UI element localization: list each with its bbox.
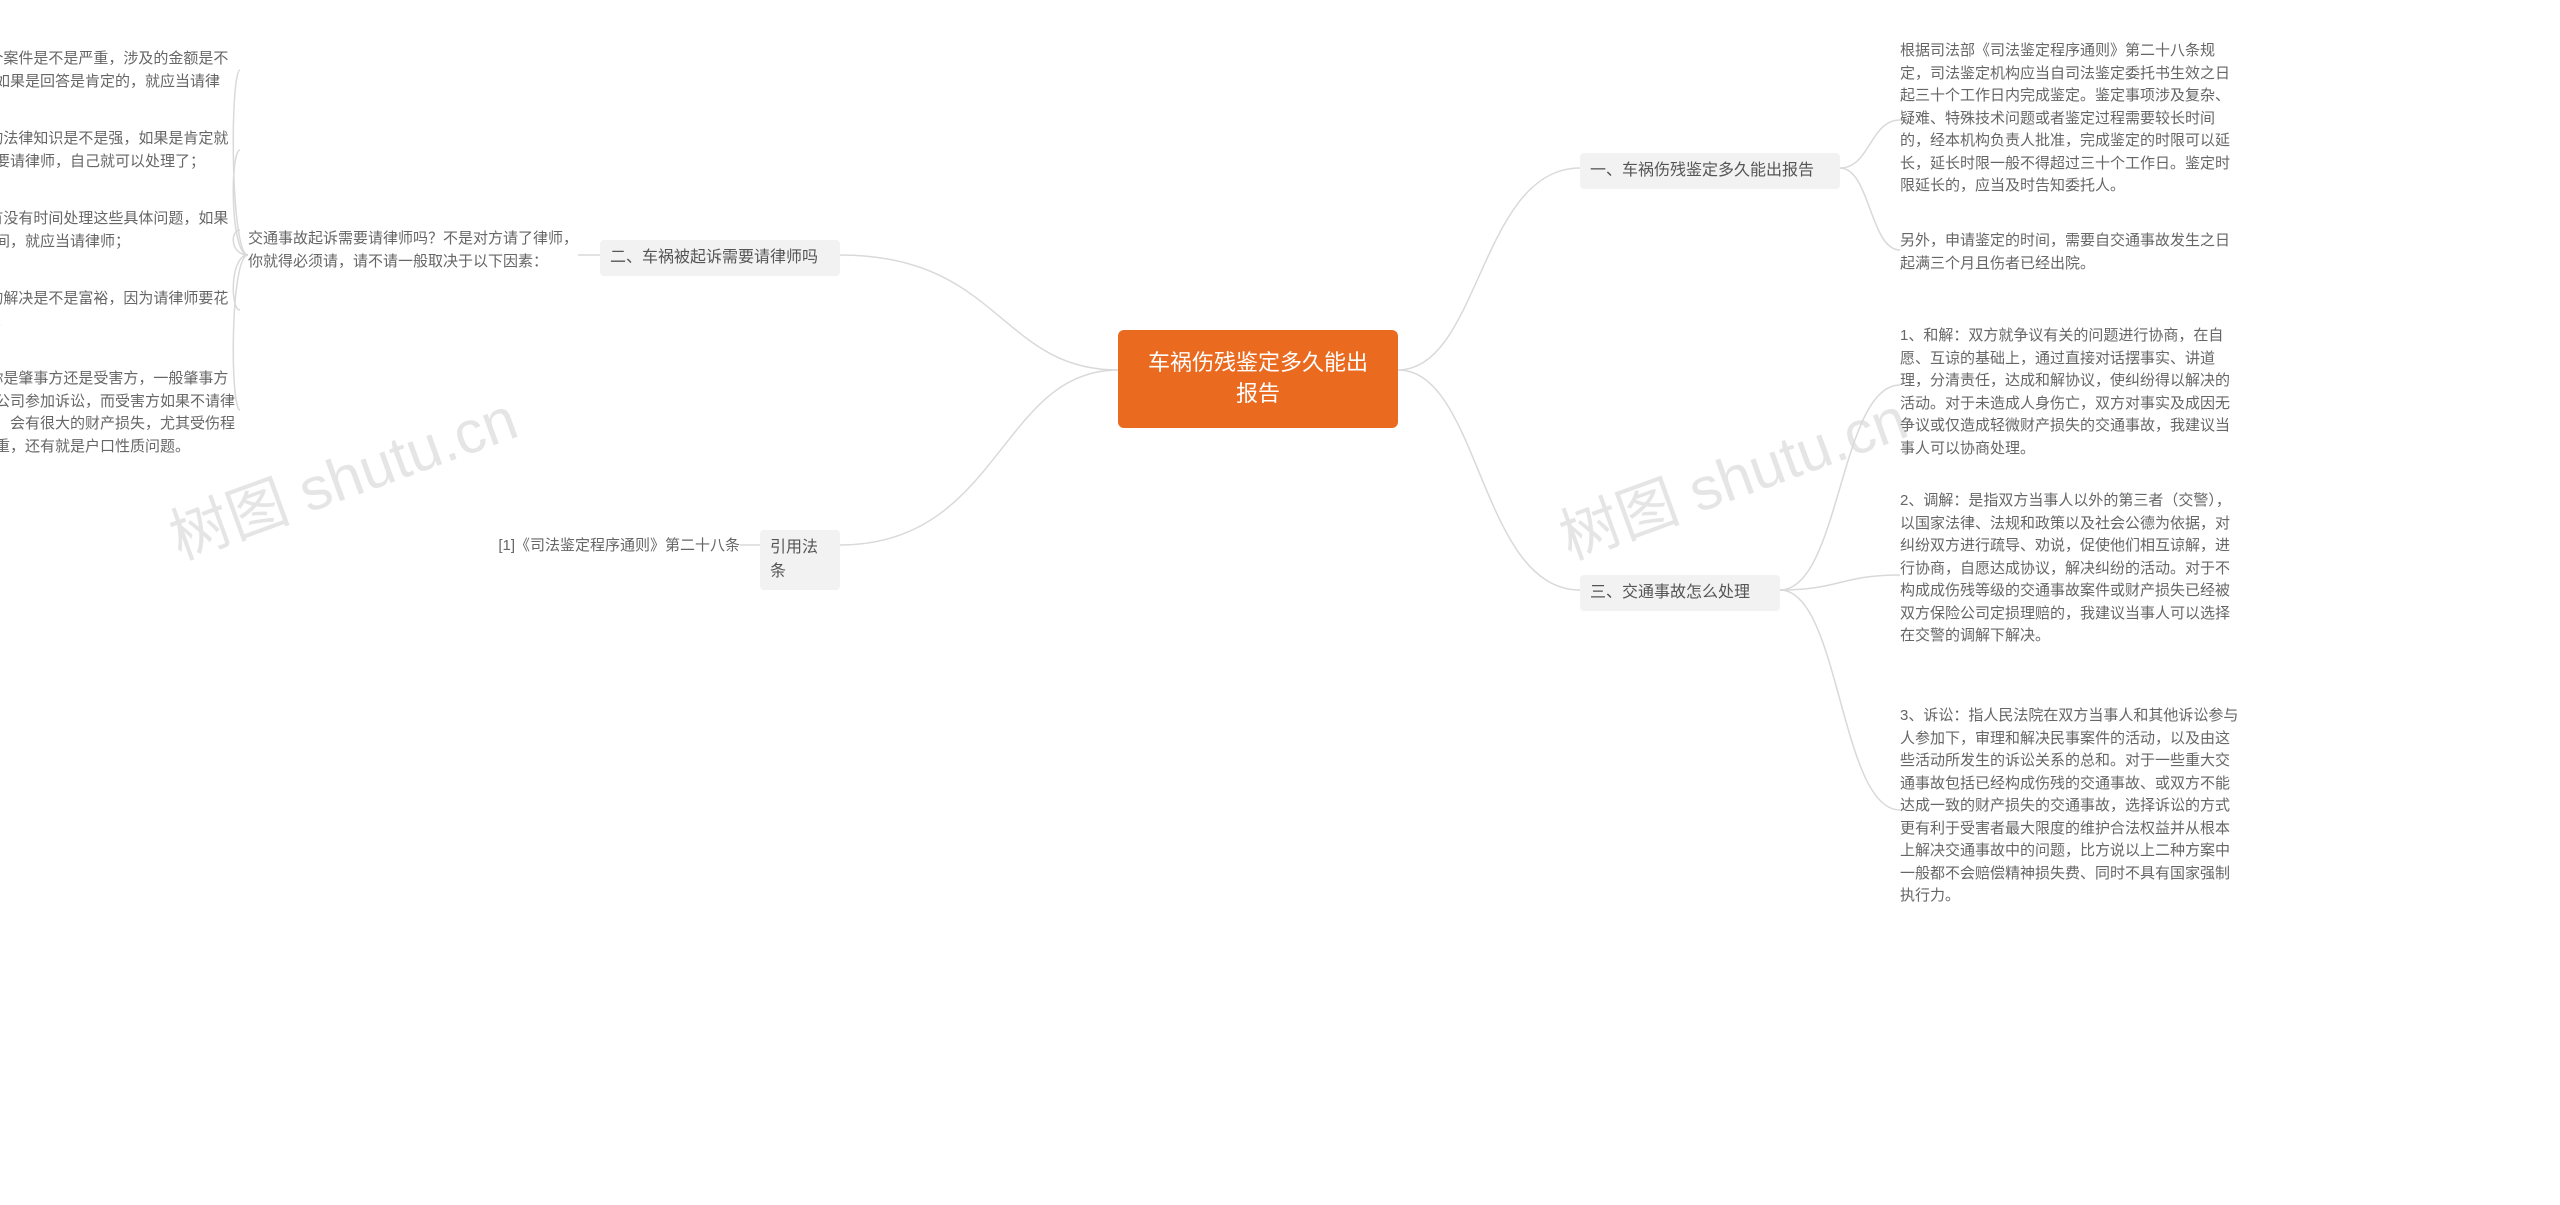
- leaf-r3a: 1、和解：双方就争议有关的问题进行协商，在自愿、互谅的基础上，通过直接对话摆事实…: [1900, 325, 2240, 460]
- leaf-l2d: 4、你的解决是不是富裕，因为请律师要花律师费；: [0, 288, 240, 333]
- leaf-r1b: 另外，申请鉴定的时间，需要自交通事故发生之日起满三个月且伤者已经出院。: [1900, 230, 2240, 275]
- cat-right-1[interactable]: 一、车祸伤残鉴定多久能出报告: [1580, 153, 1840, 189]
- leaf-r3b: 2、调解：是指双方当事人以外的第三者（交警），以国家法律、法规和政策以及社会公德…: [1900, 490, 2240, 648]
- cat-left-2[interactable]: 二、车祸被起诉需要请律师吗: [600, 240, 840, 276]
- center-node[interactable]: 车祸伤残鉴定多久能出报告: [1118, 330, 1398, 428]
- leaf-r3c: 3、诉讼：指人民法院在双方当事人和其他诉讼参与人参加下，审理和解决民事案件的活动…: [1900, 705, 2240, 908]
- cat-right-3[interactable]: 三、交通事故怎么处理: [1580, 575, 1780, 611]
- cat-left-2-label: 二、车祸被起诉需要请律师吗: [610, 249, 818, 266]
- leaf-l2b: 2、你的法律知识是不是强，如果是肯定就没有必要请律师，自己就可以处理了；: [0, 128, 240, 173]
- watermark-2: 树图 shutu.cn: [1546, 370, 1917, 576]
- cat-left-ref[interactable]: 引用法条: [760, 530, 840, 590]
- cat-right-1-label: 一、车祸伤残鉴定多久能出报告: [1590, 162, 1814, 179]
- leaf-l2a: 1、这个案件是不是严重，涉及的金额是不是大，如果是回答是肯定的，就应当请律师；: [0, 48, 240, 116]
- cat-left-ref-label: 引用法条: [770, 539, 818, 580]
- leaf-lrefa: [1]《司法鉴定程序通则》第二十八条: [460, 535, 740, 558]
- leaf-l2-sub: 交通事故起诉需要请律师吗？不是对方请了律师，你就得必须请，请不请一般取决于以下因…: [248, 228, 578, 273]
- leaf-l2c: 3、你有没有时间处理这些具体问题，如果没有时间，就应当请律师；: [0, 208, 240, 253]
- center-label: 车祸伤残鉴定多久能出报告: [1148, 350, 1368, 406]
- leaf-r1a: 根据司法部《司法鉴定程序通则》第二十八条规定，司法鉴定机构应当自司法鉴定委托书生…: [1900, 40, 2240, 198]
- cat-right-3-label: 三、交通事故怎么处理: [1590, 584, 1750, 601]
- leaf-l2e: 5、看你是肇事方还是受害方，一般肇事方有保险公司参加诉讼，而受害方如果不请律师的…: [0, 368, 240, 458]
